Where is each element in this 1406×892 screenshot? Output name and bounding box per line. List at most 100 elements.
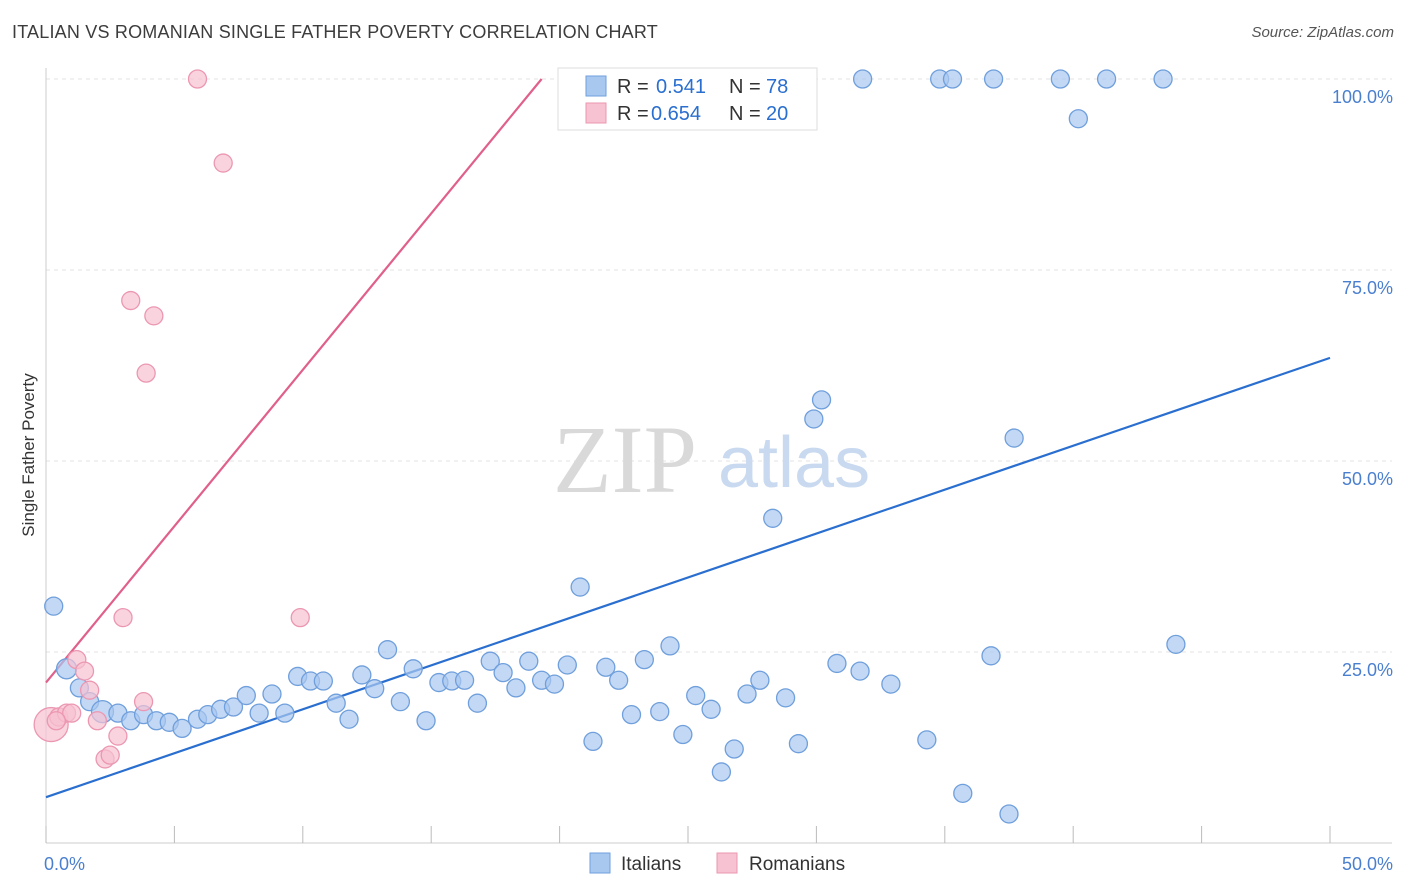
italian-point [811,390,832,410]
data-points [33,69,1186,824]
x-tick-label: 0.0% [44,854,85,874]
romanian-point [46,711,66,731]
y-tick-label: 100.0% [1332,87,1393,107]
italian-point [775,688,796,708]
italian-point [701,699,721,719]
legend-italian-r-value: 0.541 [656,76,706,98]
romanian-trend-line [45,78,543,684]
romanian-point [121,290,141,311]
trend-lines [45,78,1331,799]
romanian-point [144,306,164,326]
bottom-legend-italian-swatch [589,852,611,874]
italian-point [750,670,770,690]
italian-point [352,665,372,685]
italian-point [365,679,385,699]
romanian-point [87,711,108,731]
italian-point [570,577,590,597]
bottom-legend-italian: Italians [621,854,681,875]
legend-italian-swatch [585,75,607,97]
italian-point [609,670,629,690]
x-tick-labels: 0.0% 50.0% [44,854,1393,874]
italian-point [249,703,269,723]
italian-point [983,69,1004,89]
legend-romanian-swatch [585,102,607,124]
legend-italian-n-label: N = [729,76,761,98]
x-tick-label: 50.0% [1342,854,1393,874]
italian-point [583,731,603,752]
legend-italian-r-label: R = [617,76,649,98]
legend-romanian-r-label: R = [617,103,649,125]
y-tick-labels: 25.0% 50.0% 75.0% 100.0% [1332,87,1393,680]
legend-romanian-r-value: 0.654 [651,103,701,125]
y-axis-title: Single Father Poverty [19,373,38,537]
chart-title: ITALIAN VS ROMANIAN SINGLE FATHER POVERT… [12,22,658,42]
italian-point [650,701,670,722]
y-tick-label: 25.0% [1342,660,1393,680]
italian-point [981,646,1001,666]
romanian-point [100,745,120,765]
italian-point [711,762,732,782]
italian-point [557,655,577,675]
italian-point [313,671,333,691]
italian-point [454,670,475,690]
bottom-legend-romanian: Romanians [749,854,845,875]
italian-point [1153,69,1173,89]
series-legend: Italians Romanians [589,852,845,875]
romanian-point [80,680,100,700]
italian-trend-line [45,356,1331,799]
romanian-point [133,692,154,712]
italian-point [804,409,824,429]
romanian-point [290,607,310,628]
romanian-point [213,153,233,173]
watermark-zip: ZIP [553,406,697,513]
italian-point [493,662,513,683]
italian-point [236,685,256,706]
grid-lines [46,78,1392,653]
italian-point [686,685,706,706]
italian-point [1050,69,1071,89]
italian-point [724,739,744,759]
italian-point [275,703,295,723]
italian-point [519,651,539,671]
source-label: Source: ZipAtlas.com [1251,24,1394,41]
romanian-point [74,661,95,681]
italian-point [223,697,244,717]
legend-romanian-n-value: 20 [766,103,788,125]
italian-point [660,636,680,656]
legend-romanian-n-label: N = [729,103,761,125]
bottom-legend-romanian-swatch [716,852,738,874]
romanian-point [113,607,133,628]
italian-point [881,674,901,694]
legend-italian-n-value: 78 [766,76,788,98]
italian-point [403,659,423,679]
italian-point [506,678,526,698]
italian-point [621,704,642,725]
italian-point [673,724,693,745]
italian-point [467,693,488,713]
italian-point [390,692,411,712]
italian-point [827,653,847,674]
stats-legend: R = 0.541 N = 78 R = 0.654 N = 20 [557,67,818,131]
romanian-point [108,726,128,746]
italian-point [788,734,809,754]
romanian-point [136,363,156,383]
italian-point [1068,109,1088,129]
italian-point [999,804,1019,824]
italian-point [416,711,436,731]
italian-point [377,640,398,660]
italian-point [596,657,616,677]
romanian-point [187,69,208,89]
italian-point [763,508,783,528]
watermark-atlas: atlas [718,423,870,503]
italian-point [326,693,346,713]
italian-point [942,69,963,89]
italian-point [544,674,565,694]
italian-point [917,730,937,750]
y-tick-label: 75.0% [1342,278,1393,298]
italian-point [172,718,192,739]
italian-point [1096,69,1117,89]
italian-point [262,684,282,704]
romanian-point [62,703,82,723]
italian-point [1166,634,1186,655]
